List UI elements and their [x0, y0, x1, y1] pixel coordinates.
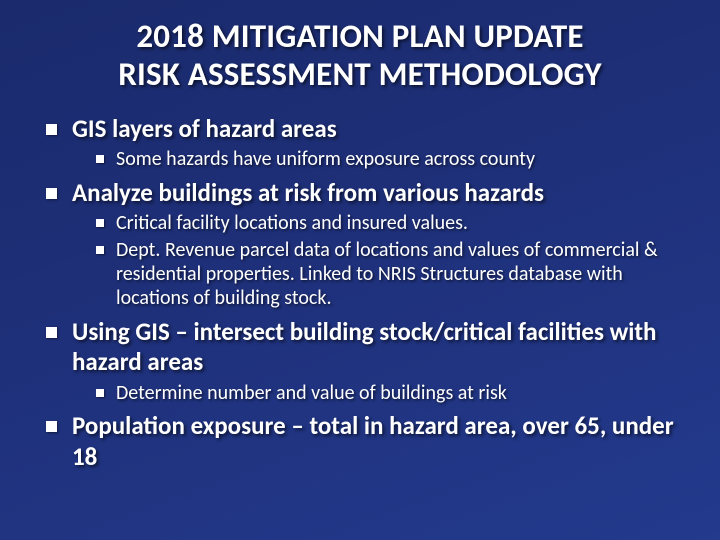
sub-list-item: Determine number and value of buildings … — [92, 381, 684, 405]
sub-list-item: Some hazards have uniform exposure acros… — [92, 147, 684, 171]
bullet-list: GIS layers of hazard areas Some hazards … — [36, 114, 684, 472]
list-item: Analyze buildings at risk from various h… — [42, 178, 684, 311]
bullet-text: Using GIS – intersect building stock/cri… — [72, 316, 656, 378]
sub-list: Determine number and value of buildings … — [72, 381, 684, 405]
sub-list: Critical facility locations and insured … — [72, 211, 684, 311]
bullet-text: Analyze buildings at risk from various h… — [72, 177, 544, 208]
title-line-1: 2018 MITIGATION PLAN UPDATE — [36, 18, 684, 56]
list-item: Population exposure – total in hazard ar… — [42, 411, 684, 472]
slide: 2018 MITIGATION PLAN UPDATE RISK ASSESSM… — [0, 0, 720, 540]
bullet-text: Population exposure – total in hazard ar… — [72, 410, 674, 472]
list-item: Using GIS – intersect building stock/cri… — [42, 317, 684, 405]
title-line-2: RISK ASSESSMENT METHODOLOGY — [36, 56, 684, 94]
sub-list-item: Critical facility locations and insured … — [92, 211, 684, 235]
sub-list-item: Dept. Revenue parcel data of locations a… — [92, 238, 684, 311]
list-item: GIS layers of hazard areas Some hazards … — [42, 114, 684, 172]
bullet-text: GIS layers of hazard areas — [72, 113, 337, 144]
slide-title: 2018 MITIGATION PLAN UPDATE RISK ASSESSM… — [36, 18, 684, 94]
sub-list: Some hazards have uniform exposure acros… — [72, 147, 684, 171]
